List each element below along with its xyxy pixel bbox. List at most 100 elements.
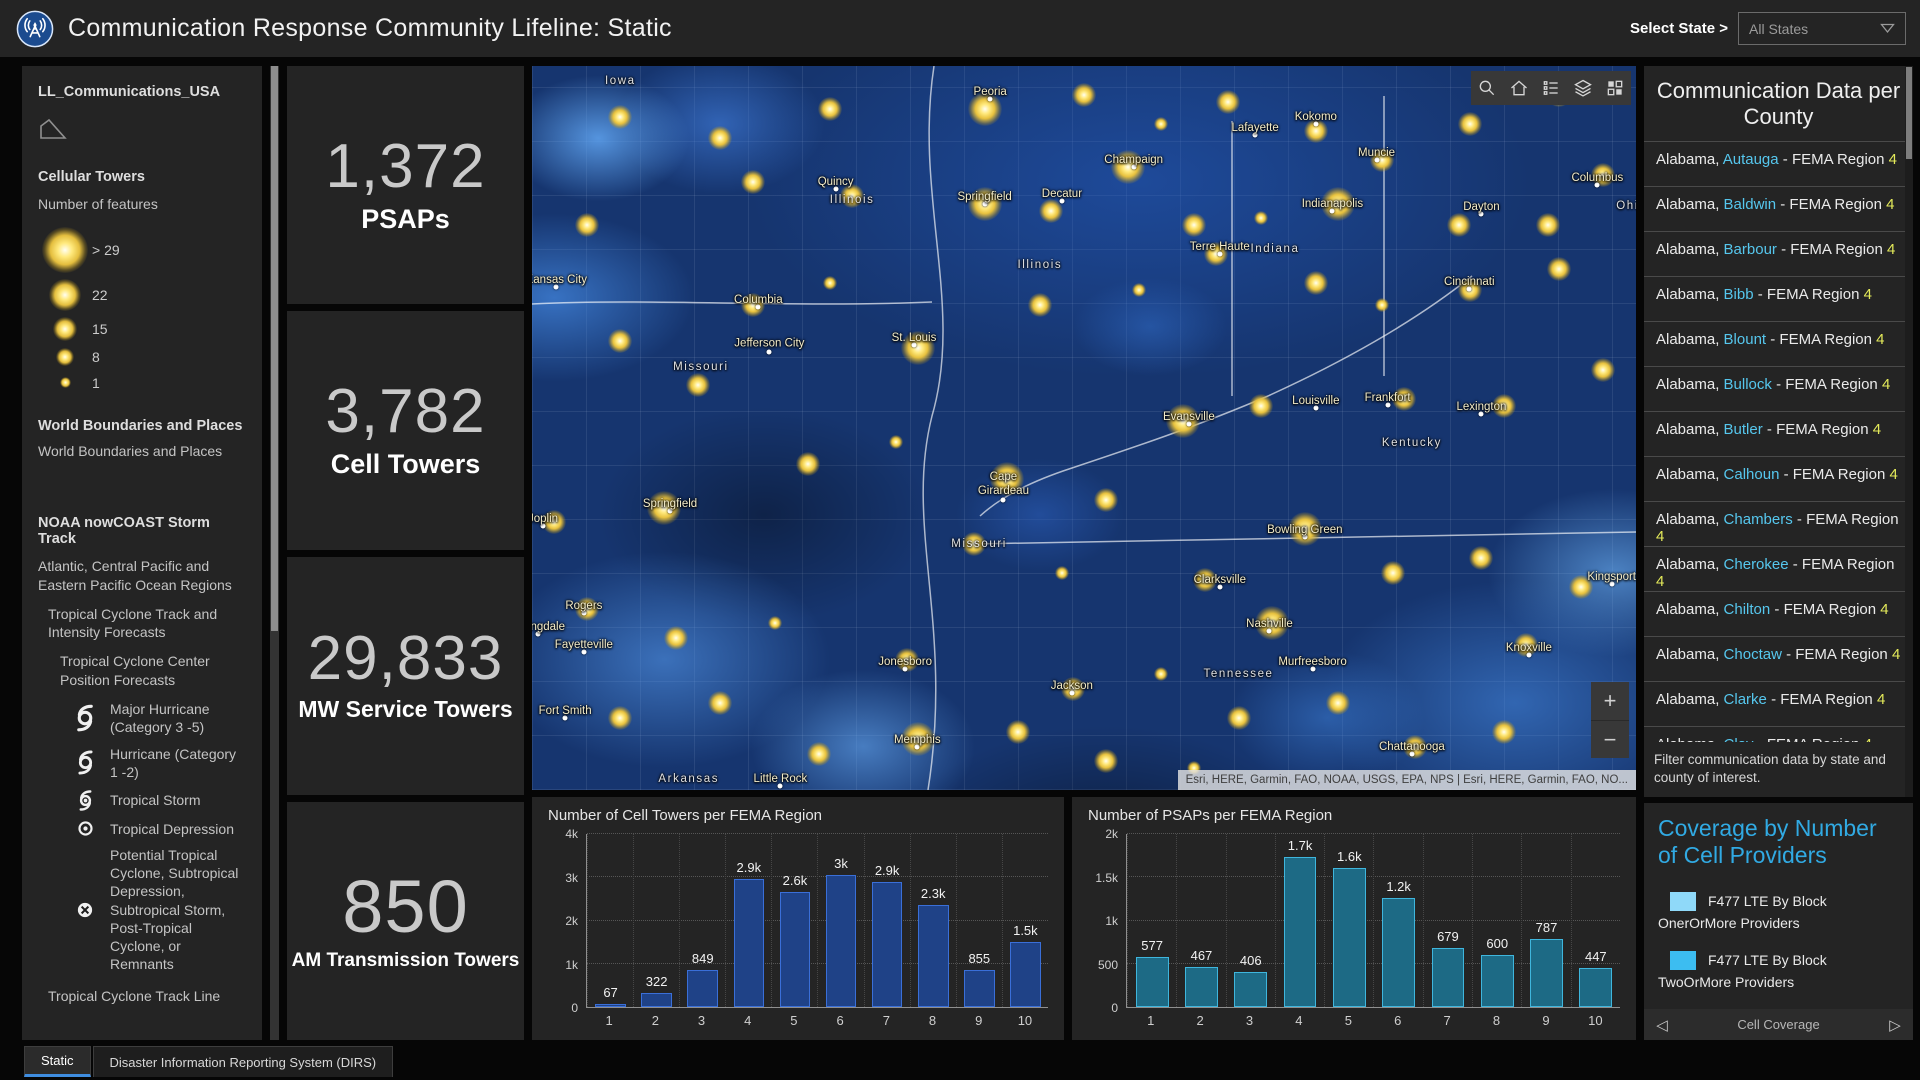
bar[interactable] xyxy=(1010,942,1041,1007)
map-place-label: Kansas City xyxy=(532,273,587,286)
bar[interactable] xyxy=(1185,966,1218,1007)
fema-region-number: 4 xyxy=(1881,375,1891,393)
x-tick-label: 1 xyxy=(605,1012,613,1028)
county-name-text: Bullock xyxy=(1723,375,1772,393)
city-marker-dot xyxy=(1000,497,1006,503)
bar[interactable] xyxy=(1234,971,1268,1007)
bar[interactable] xyxy=(825,875,857,1007)
map-search-button[interactable] xyxy=(1471,71,1503,105)
tc-track-intensity-label: Tropical Cyclone Track and Intensity For… xyxy=(48,605,218,641)
bar[interactable] xyxy=(1332,867,1366,1007)
map-layers-button[interactable] xyxy=(1567,71,1599,105)
county-list-item[interactable]: Alabama, Bibb - FEMA Region 4 xyxy=(1644,275,1913,321)
bar[interactable] xyxy=(733,879,765,1007)
fema-region-number: 4 xyxy=(1889,465,1898,483)
bar[interactable] xyxy=(1480,955,1514,1007)
bar[interactable] xyxy=(687,970,719,1007)
bar[interactable] xyxy=(779,892,811,1007)
county-list-scrollbar[interactable] xyxy=(1905,66,1913,798)
city-marker-dot xyxy=(1186,421,1192,427)
map-basemap-button[interactable] xyxy=(1599,71,1631,105)
county-list-item[interactable]: Alabama, Cherokee - FEMA Region 4 xyxy=(1644,545,1913,591)
bar[interactable] xyxy=(963,970,995,1007)
number-of-features-label: Number of features xyxy=(38,196,158,212)
bar[interactable] xyxy=(1135,957,1169,1007)
city-marker-dot xyxy=(1217,584,1223,590)
legend-scrollbar[interactable] xyxy=(270,66,279,1040)
map-zoom-control: + − xyxy=(1591,682,1629,758)
tower-density-symbol xyxy=(56,347,74,366)
x-tick-label: 3 xyxy=(1245,1012,1254,1028)
county-name-text: Choctaw xyxy=(1723,645,1782,663)
county-name-text: Butler xyxy=(1723,420,1763,438)
county-list-item[interactable]: Alabama, Autauga - FEMA Region 4 xyxy=(1644,140,1913,186)
county-state-text: Alabama, xyxy=(1656,195,1724,213)
county-list-item[interactable]: Alabama, Clarke - FEMA Region 4 xyxy=(1644,680,1913,726)
chart-bar-slot: 849 xyxy=(679,834,725,1007)
coverage-map[interactable]: Iowa Peoria Kokomo Lafayette Muncie Champaign… xyxy=(532,66,1636,790)
map-place-label: Dayton xyxy=(1463,201,1500,214)
city-marker-dot xyxy=(1313,405,1319,411)
county-list-item[interactable]: Alabama, Chambers - FEMA Region 4 xyxy=(1644,500,1913,546)
zoom-out-button[interactable]: − xyxy=(1591,720,1629,758)
bar-value-label: 3k xyxy=(834,856,848,872)
bar[interactable] xyxy=(1530,938,1563,1007)
map-place-label: Memphis xyxy=(893,733,941,746)
coverage-legend-item: F477 LTE By Block OnerOrMore Providers xyxy=(1658,891,1899,934)
bar[interactable] xyxy=(1283,856,1317,1007)
potential-cyclone-icon xyxy=(68,901,102,919)
fema-region-text: - FEMA Region xyxy=(1753,285,1864,303)
map-place-label: Jonesboro xyxy=(878,655,932,668)
storm-legend-label: Tropical Storm xyxy=(110,792,201,809)
scrollbar-thumb[interactable] xyxy=(1906,67,1912,159)
map-place-label: Jefferson City xyxy=(734,337,805,350)
bar[interactable] xyxy=(641,993,672,1007)
city-marker-dot xyxy=(1478,411,1484,417)
fema-region-text: - FEMA Region xyxy=(1778,150,1889,168)
basemap-grid-icon xyxy=(1607,80,1623,96)
county-list-item[interactable]: Alabama, Choctaw - FEMA Region 4 xyxy=(1644,635,1913,681)
county-list-item[interactable]: Alabama, Bullock - FEMA Region 4 xyxy=(1644,365,1913,411)
x-tick-label: 8 xyxy=(1492,1012,1501,1028)
noaa-storm-track-title: NOAA nowCOAST Storm Track xyxy=(38,514,210,547)
state-dropdown[interactable]: All States xyxy=(1738,12,1906,45)
x-tick-label: 4 xyxy=(744,1012,752,1028)
map-place-label: Joplin xyxy=(532,512,559,525)
city-marker-dot xyxy=(1310,666,1316,672)
city-marker-dot xyxy=(987,96,993,102)
zoom-in-button[interactable]: + xyxy=(1603,688,1617,713)
map-place-label: Rogers xyxy=(565,599,603,612)
bar[interactable] xyxy=(871,881,903,1007)
pager-next-icon[interactable]: ▷ xyxy=(1889,1016,1901,1034)
y-tick-label: 3k xyxy=(565,870,578,885)
storm-legend-label: Hurricane (Category 1 -2) xyxy=(110,745,237,780)
map-place-label: Chattanooga xyxy=(1378,740,1445,753)
tropical-storm-icon xyxy=(68,789,102,812)
county-list-item[interactable]: Alabama, Baldwin - FEMA Region 4 xyxy=(1644,185,1913,231)
psaps-chart-panel: Number of PSAPs per FEMA Region 0 500 1k 1.5… xyxy=(1072,797,1636,1040)
pager-prev-icon[interactable]: ◁ xyxy=(1656,1016,1668,1034)
bar[interactable] xyxy=(595,1004,626,1007)
x-tick-label: 5 xyxy=(790,1012,798,1028)
county-list-item[interactable]: Alabama, Chilton - FEMA Region 4 xyxy=(1644,590,1913,636)
map-place-label: Columbus xyxy=(1571,172,1624,185)
bar[interactable] xyxy=(1431,948,1465,1007)
county-list-item[interactable]: Alabama, Blount - FEMA Region 4 xyxy=(1644,320,1913,366)
bar[interactable] xyxy=(1579,968,1613,1007)
county-list-item[interactable]: Alabama, Barbour - FEMA Region 4 xyxy=(1644,230,1913,276)
tab-disaster-information-reporting-system-dirs[interactable]: Disaster Information Reporting System (D… xyxy=(92,1046,394,1077)
scrollbar-thumb[interactable] xyxy=(271,66,278,631)
stat-card-label: AM Transmission Towers xyxy=(291,949,520,971)
county-list-item[interactable]: Alabama, Butler - FEMA Region 4 xyxy=(1644,410,1913,456)
bar[interactable] xyxy=(1382,898,1416,1007)
chart-bar-slot: 467 xyxy=(1176,834,1225,1007)
chart-bar-slot: 406 xyxy=(1225,834,1275,1007)
bar[interactable] xyxy=(917,905,949,1007)
chart-title: Number of PSAPs per FEMA Region xyxy=(1088,807,1333,824)
map-home-button[interactable] xyxy=(1503,71,1535,105)
county-list-item[interactable]: Alabama, Calhoun - FEMA Region 4 xyxy=(1644,455,1913,501)
map-legend-button[interactable] xyxy=(1535,71,1567,105)
county-name-text: Chilton xyxy=(1723,600,1771,618)
tab-static[interactable]: Static xyxy=(24,1046,91,1077)
county-name-text: Bibb xyxy=(1723,285,1754,303)
